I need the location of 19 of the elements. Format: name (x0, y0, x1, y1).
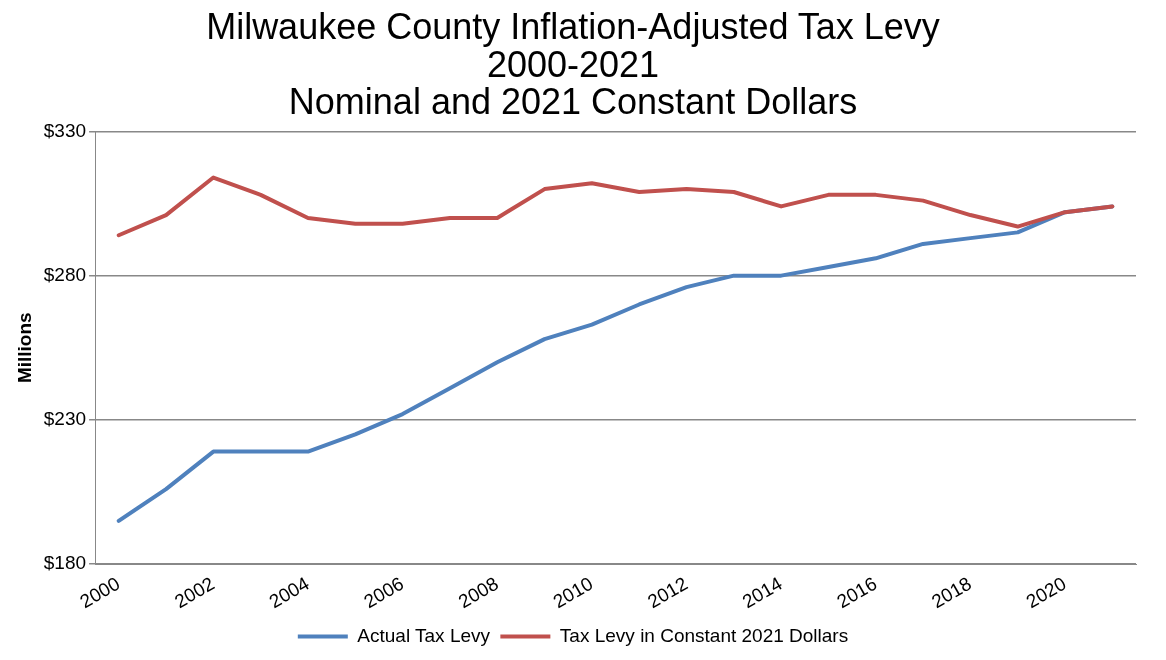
x-tick-label: 2016 (833, 572, 881, 613)
chart-title: Milwaukee County Inflation-Adjusted Tax Levy 2000-2021 Nominal and 2021 Constant Dollars (206, 5, 940, 123)
x-tick-label: 2012 (644, 572, 692, 613)
y-axis-title: Millions (13, 312, 35, 384)
x-tick-label: 2000 (76, 572, 124, 613)
y-tick-label: $280 (43, 263, 87, 285)
y-tick-label: $230 (43, 408, 87, 430)
legend-label: Tax Levy in Constant 2021 Dollars (559, 624, 849, 646)
y-tick-label: $330 (43, 119, 87, 141)
x-tick-label: 2004 (265, 572, 313, 613)
x-tick-label: 2014 (738, 572, 786, 613)
x-tick-label: 2018 (927, 572, 976, 613)
x-tick-label: 2006 (360, 572, 408, 613)
x-tick-label: 2010 (549, 572, 597, 613)
x-tick-label: 2008 (454, 572, 502, 613)
x-tick-label: 2020 (1022, 572, 1070, 613)
x-tick-label: 2002 (170, 572, 218, 613)
y-tick-label: $180 (43, 552, 87, 574)
legend-label: Actual Tax Levy (357, 624, 491, 646)
